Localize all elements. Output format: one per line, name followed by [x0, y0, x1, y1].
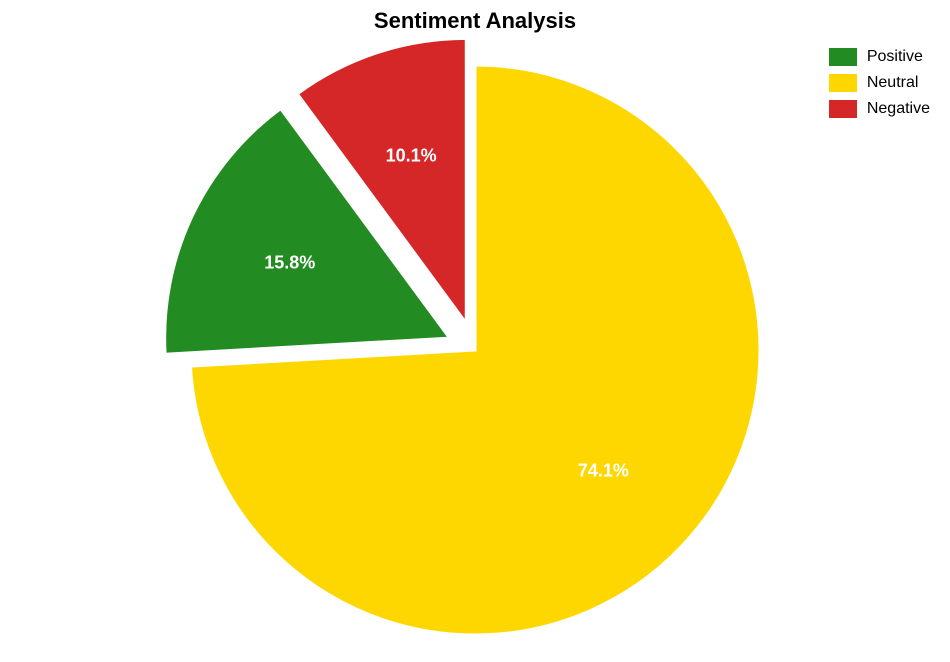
legend-item-negative: Negative [829, 98, 930, 120]
legend-swatch-negative [829, 100, 857, 118]
legend-label-negative: Negative [867, 100, 930, 118]
sentiment-pie-chart: Sentiment Analysis 74.1%15.8%10.1% Posit… [0, 0, 950, 662]
legend-item-neutral: Neutral [829, 72, 930, 94]
chart-legend: Positive Neutral Negative [829, 46, 930, 124]
legend-item-positive: Positive [829, 46, 930, 68]
legend-label-positive: Positive [867, 48, 923, 66]
legend-swatch-neutral [829, 74, 857, 92]
legend-swatch-positive [829, 48, 857, 66]
legend-label-neutral: Neutral [867, 74, 919, 92]
pie-svg [0, 0, 950, 662]
